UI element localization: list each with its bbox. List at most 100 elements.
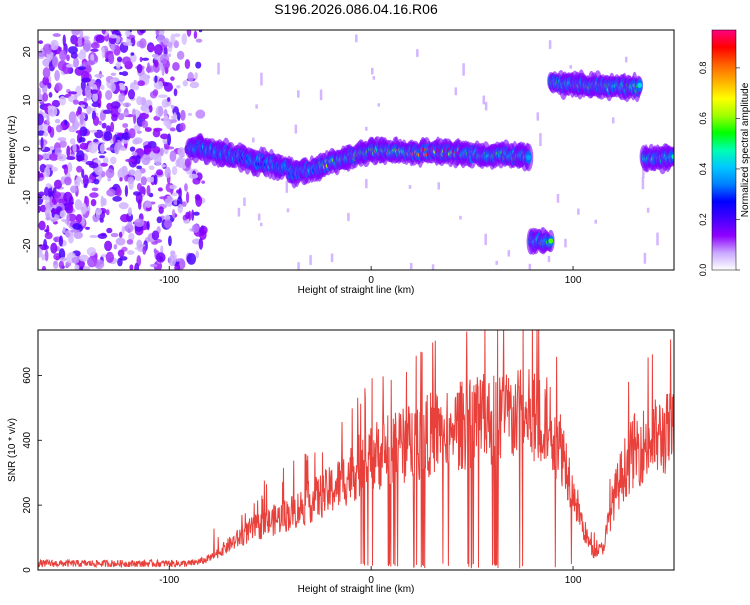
noise-blob	[148, 165, 155, 171]
top-y-tick-label: 10	[22, 94, 33, 106]
noise-blob	[38, 113, 44, 126]
noise-blob	[115, 187, 122, 197]
noise-streak	[408, 185, 412, 189]
noise-blob	[44, 249, 49, 262]
colorbar: 0.0 0.2 0.4 0.6 0.8 Normalized spectral ampl…	[698, 29, 750, 277]
noise-blob	[113, 243, 118, 250]
noise-blob	[122, 123, 129, 128]
noise-blob	[136, 63, 143, 74]
noise-blob	[100, 162, 108, 167]
noise-blob	[101, 122, 107, 129]
track-core	[671, 154, 674, 160]
bottom-x-tick-label: 0	[368, 575, 374, 586]
noise-blob	[110, 232, 119, 238]
noise-blob	[47, 125, 52, 134]
noise-blob	[45, 46, 52, 55]
noise-blob	[168, 254, 177, 267]
top-y-tick-label: 0	[22, 146, 33, 152]
colorbar-tick-label: 0.0	[698, 264, 708, 277]
noise-blob	[109, 34, 118, 39]
noise-blob	[129, 53, 137, 63]
noise-blob	[89, 192, 99, 198]
noise-blob	[127, 176, 135, 185]
noise-blob	[157, 187, 163, 192]
noise-blob	[38, 191, 45, 197]
noise-blob	[151, 230, 160, 241]
noise-blob	[63, 164, 69, 175]
colorbar-label: Normalized spectral amplitude	[740, 82, 750, 217]
top-x-tick-label: 100	[565, 275, 582, 286]
noise-blob	[106, 102, 113, 110]
noise-blob	[115, 237, 126, 246]
noise-blob	[134, 169, 142, 182]
noise-blob	[143, 145, 152, 149]
noise-blob	[114, 142, 120, 155]
noise-blob	[133, 124, 141, 132]
noise-blob	[70, 34, 78, 45]
noise-blob	[146, 184, 151, 197]
noise-blob	[75, 213, 83, 224]
noise-blob	[79, 266, 84, 270]
noise-blob	[146, 176, 155, 183]
noise-blob	[79, 142, 89, 150]
noise-blob	[48, 185, 53, 198]
top-y-axis-label: Frequency (Hz)	[7, 116, 18, 185]
signal-track	[185, 69, 674, 255]
noise-blob	[129, 264, 134, 270]
noise-streak	[260, 222, 263, 227]
noise-blob	[139, 30, 146, 34]
noise-blob	[80, 104, 86, 108]
noise-blob	[99, 218, 104, 223]
noise-streak	[319, 89, 323, 101]
noise-blob	[74, 117, 79, 130]
noise-streak	[257, 213, 261, 221]
snr-panel: -100 0 100 0 200 400 600 Height of straight li…	[7, 329, 675, 595]
noise-blob	[59, 210, 67, 218]
noise-blob	[126, 239, 134, 245]
track-core	[526, 154, 532, 161]
noise-blob	[90, 89, 99, 94]
noise-blob	[124, 184, 129, 197]
noise-blob	[87, 141, 98, 154]
noise-streak	[624, 56, 628, 63]
noise-blob	[120, 214, 130, 223]
noise-blob	[66, 156, 76, 161]
noise-blob	[117, 257, 123, 267]
noise-blob	[57, 137, 67, 142]
noise-streak	[564, 238, 567, 248]
noise-blob	[112, 195, 122, 202]
noise-blob	[79, 113, 84, 125]
bottom-y-tick-label: 0	[22, 567, 33, 573]
bottom-x-tick-label: 100	[565, 575, 582, 586]
bottom-x-axis-label: Height of straight line (km)	[298, 584, 415, 595]
noise-blob	[58, 235, 64, 247]
noise-streak	[409, 262, 413, 270]
noise-blob	[50, 39, 59, 51]
noise-blob	[71, 30, 81, 36]
noise-blob	[195, 250, 200, 259]
noise-blob	[47, 82, 52, 89]
noise-blob	[55, 124, 63, 133]
noise-blob	[86, 105, 92, 115]
noise-streak	[556, 193, 560, 203]
noise-streak	[642, 167, 645, 178]
noise-streak	[539, 133, 542, 147]
noise-blob	[168, 235, 172, 247]
noise-blob	[118, 202, 129, 210]
noise-blob	[169, 184, 177, 190]
noise-blob	[145, 66, 152, 73]
noise-blob	[70, 52, 78, 59]
bottom-y-axis-label: SNR (10 * v/v)	[7, 418, 18, 482]
noise-blob	[45, 216, 52, 221]
noise-blob	[75, 85, 83, 97]
noise-blob	[41, 153, 49, 160]
noise-blob	[38, 154, 44, 161]
noise-streak	[347, 212, 350, 222]
noise-blob	[161, 57, 168, 65]
noise-blob	[91, 187, 99, 192]
noise-blob	[83, 97, 88, 103]
noise-blob	[73, 231, 83, 239]
noise-blob	[139, 38, 147, 49]
noise-streak	[252, 137, 255, 143]
